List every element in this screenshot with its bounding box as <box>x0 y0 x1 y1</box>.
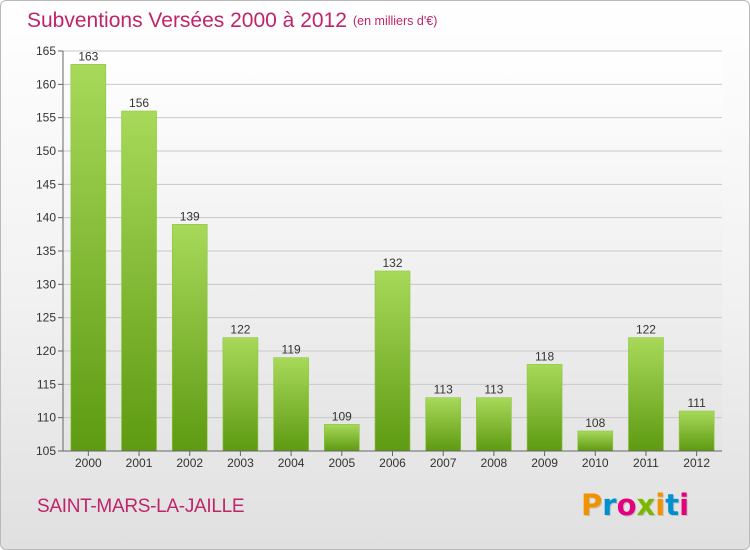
bar-2012 <box>678 410 715 452</box>
x-tick-label: 2000 <box>75 456 102 470</box>
chart-title: Subventions Versées 2000 à 2012 <box>27 9 347 32</box>
y-tick-label: 105 <box>36 444 56 458</box>
bar-2010 <box>577 430 614 452</box>
y-tick-label: 120 <box>36 344 56 358</box>
y-tick-label: 110 <box>37 411 56 425</box>
y-tick-label: 145 <box>36 177 56 191</box>
bar-2003 <box>222 337 259 452</box>
x-tick-label: 2003 <box>227 456 254 470</box>
brand-letter: i <box>679 488 690 522</box>
bar-value-label: 118 <box>535 349 554 363</box>
brand-letter: x <box>636 488 656 522</box>
bar-value-label: 122 <box>230 323 250 337</box>
bar-value-label: 132 <box>382 256 402 270</box>
x-tick-label: 2001 <box>126 456 153 470</box>
bar-2005 <box>324 424 360 452</box>
y-tick-label: 155 <box>36 111 56 125</box>
brand-letter: t <box>665 488 680 522</box>
bar-value-label: 109 <box>332 409 352 423</box>
x-tick-label: 2011 <box>633 456 659 470</box>
bar-value-label: 163 <box>78 49 98 63</box>
x-tick-label: 2004 <box>278 456 305 470</box>
bar-2008 <box>476 397 512 452</box>
y-tick-label: 115 <box>37 377 56 391</box>
y-tick-label: 125 <box>36 311 56 325</box>
bar-2000 <box>70 64 107 452</box>
y-tick-label: 140 <box>36 211 56 225</box>
bar-2006 <box>374 270 411 452</box>
brand-letter: r <box>602 488 617 522</box>
bar-value-label: 113 <box>434 383 453 397</box>
bar-2007 <box>425 397 461 452</box>
x-tick-label: 2010 <box>582 456 609 470</box>
x-tick-label: 2006 <box>379 456 406 470</box>
y-tick-label: 130 <box>36 277 56 291</box>
brand-letter: i <box>655 488 666 522</box>
x-tick-label: 2009 <box>531 456 558 470</box>
proxiti-logo: Proxiti <box>581 488 689 522</box>
bar-2004 <box>273 357 309 452</box>
x-tick-label: 2002 <box>176 456 203 470</box>
y-tick-label: 135 <box>36 244 56 258</box>
x-tick-label: 2007 <box>430 456 457 470</box>
axes: 105 110 115 120 125 130 135 140 145 150 155 160 165 2… <box>36 44 722 470</box>
bars: 163 156 139 122 119 109 132 113 113 118 108 122 111 <box>70 49 715 452</box>
grid-lines <box>63 50 722 419</box>
y-tick-label: 165 <box>36 44 56 58</box>
bar-value-label: 119 <box>282 343 301 357</box>
bar-2009 <box>526 364 563 452</box>
y-tick-label: 160 <box>36 77 56 91</box>
x-tick-label: 2012 <box>683 456 710 470</box>
brand-letter: o <box>616 488 637 522</box>
x-tick-label: 2005 <box>328 456 355 470</box>
bar-value-label: 139 <box>180 209 200 223</box>
bar-2002 <box>171 224 208 452</box>
bar-value-label: 156 <box>129 96 149 110</box>
x-tick-label: 2008 <box>481 456 508 470</box>
chart-subtitle: (en milliers d'€) <box>353 14 438 28</box>
bar-value-label: 108 <box>585 416 605 430</box>
brand-letter: P <box>581 488 603 522</box>
bar-value-label: 111 <box>688 396 707 410</box>
bar-value-label: 122 <box>636 323 656 337</box>
bar-2001 <box>121 110 157 452</box>
bar-value-label: 113 <box>484 383 503 397</box>
y-tick-label: 150 <box>36 144 56 158</box>
commune-name: SAINT-MARS-LA-JAILLE <box>37 496 245 517</box>
bar-2011 <box>628 337 664 452</box>
